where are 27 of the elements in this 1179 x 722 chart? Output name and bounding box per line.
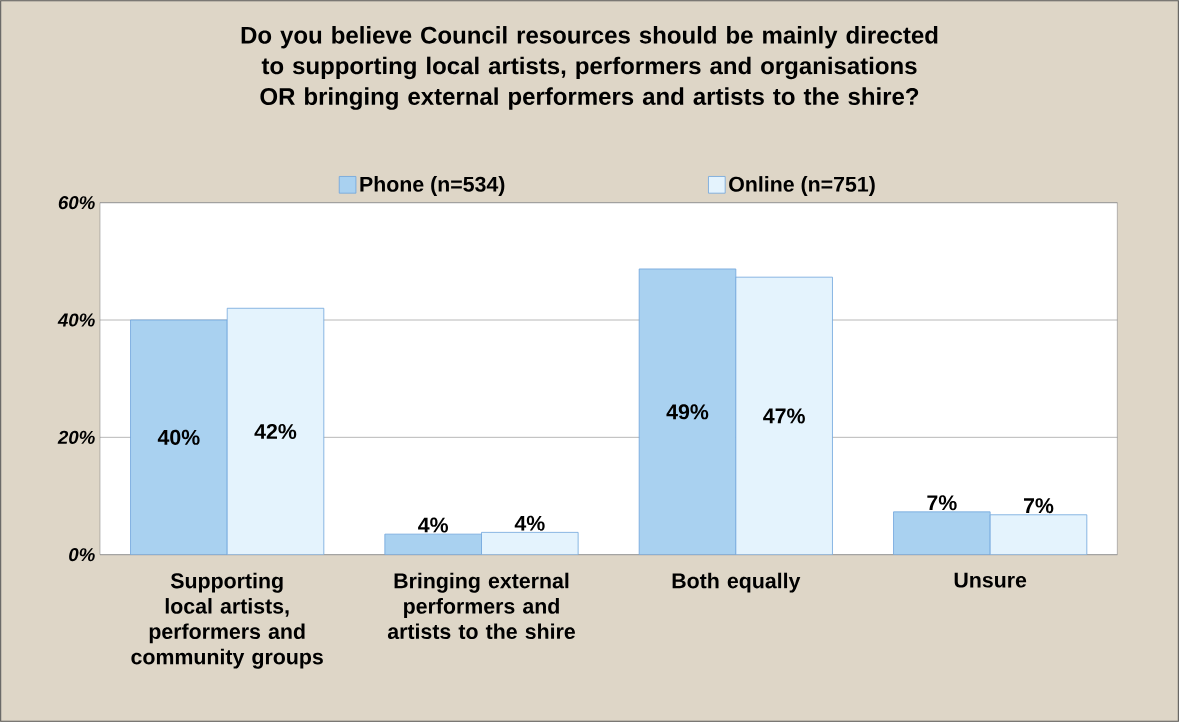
legend-label: Online (n=751): [729, 176, 875, 196]
data-label: 49%: [666, 404, 709, 420]
data-label: 40%: [157, 429, 200, 445]
data-label: 4%: [514, 515, 545, 531]
bar: [735, 276, 833, 555]
y-tick-label: 0%: [69, 548, 95, 562]
data-label: 42%: [254, 423, 297, 439]
bar: [893, 511, 991, 555]
y-tick-label: 60%: [58, 196, 95, 210]
bar: [481, 531, 579, 555]
x-tick-label: Supporting local artists, performers and community groups: [131, 572, 323, 669]
x-tick-label: Bringing external performers and artists to the shire: [387, 572, 575, 640]
x-tick-label: Both equally: [672, 572, 801, 593]
data-label: 47%: [763, 408, 805, 424]
bar: [384, 533, 482, 555]
bar: [227, 308, 324, 555]
y-tick-label: 40%: [57, 313, 95, 327]
data-label: 7%: [1023, 498, 1054, 514]
bar: [638, 268, 737, 555]
data-label: 4%: [418, 517, 449, 533]
bar: [989, 514, 1088, 555]
bar: [130, 320, 228, 555]
chart-title: Do you believe Council resources should be mainly directed to supporting local artists, performers and organisations OR bringing external performers and artists to the shire?: [241, 26, 938, 110]
x-tick-label: Unsure: [954, 572, 1027, 588]
y-tick-label: 20%: [57, 430, 95, 444]
data-label: 7%: [927, 495, 957, 511]
legend-label: Phone (n=534): [360, 176, 505, 196]
